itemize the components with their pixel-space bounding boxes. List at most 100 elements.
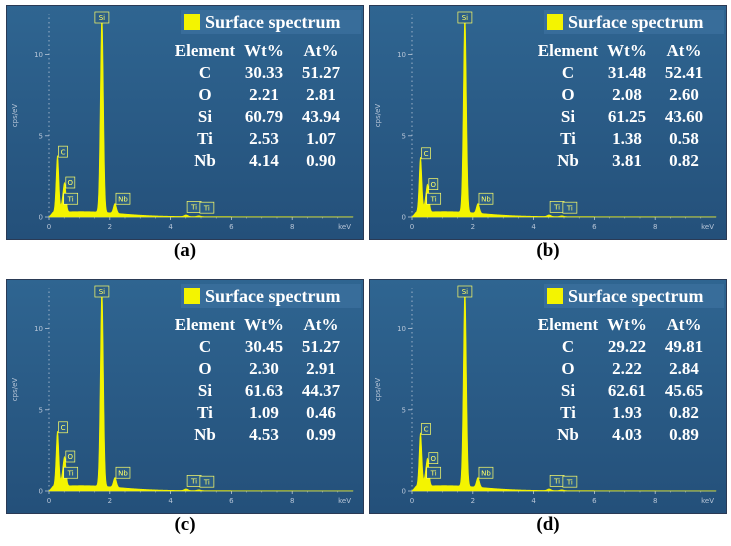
spectrum-series <box>48 288 354 492</box>
table-cell: Nb <box>557 425 579 444</box>
table-cell: C <box>199 337 211 356</box>
svg-text:O: O <box>431 181 437 189</box>
svg-text:Nb: Nb <box>481 469 491 477</box>
svg-text:Si: Si <box>462 14 468 22</box>
table-header-cell: Element <box>175 315 236 334</box>
svg-text:Ti: Ti <box>553 204 560 212</box>
peak-marker: Si <box>457 285 473 298</box>
panel-caption: (c) <box>174 514 196 535</box>
y-axis-label: cps/eV <box>11 104 19 128</box>
legend-label: Surface spectrum <box>568 12 703 32</box>
legend-swatch <box>184 288 200 304</box>
table-cell: O <box>198 85 211 104</box>
peak-marker: Ti <box>562 475 578 488</box>
table-header-cell: Element <box>538 315 599 334</box>
x-axis-label: keV <box>338 223 351 231</box>
table-cell: Ti <box>560 129 576 148</box>
x-tick-label: 8 <box>653 223 657 231</box>
eds-spectrum-panel: 0 2 4 6 8 keV 0 5 10 cps/eV C O Ti Si Nb Ti Ti Surface sp… <box>369 279 727 514</box>
y-tick-label: 5 <box>402 132 406 140</box>
table-cell: 0.89 <box>669 425 699 444</box>
x-axis-label: keV <box>338 497 351 505</box>
table-cell: 2.08 <box>612 85 642 104</box>
table-cell: 2.81 <box>306 85 336 104</box>
svg-text:Si: Si <box>99 288 105 296</box>
table-cell: 43.94 <box>302 107 341 126</box>
y-tick-label: 10 <box>397 51 406 59</box>
table-cell: 1.93 <box>612 403 642 422</box>
x-tick-label: 6 <box>229 497 234 505</box>
x-tick-label: 2 <box>471 223 475 231</box>
table-cell: 2.22 <box>612 359 642 378</box>
table-cell: Si <box>561 381 575 400</box>
composition-table: Element Wt% At% C 30.45 51.27 O 2.30 2.91 Si 61.63… <box>175 315 341 444</box>
legend-background <box>544 284 724 308</box>
table-cell: 0.90 <box>306 151 336 170</box>
svg-text:Nb: Nb <box>118 195 128 203</box>
eds-spectrum-panel: 0 2 4 6 8 keV 0 5 10 cps/eV C O Ti Si Nb Ti Ti Surface sp… <box>6 279 364 514</box>
table-header-cell: Element <box>175 41 236 60</box>
peak-marker: Ti <box>186 201 202 213</box>
table-cell: 49.81 <box>665 337 703 356</box>
table-header-cell: Wt% <box>244 315 284 334</box>
table-cell: 1.38 <box>612 129 642 148</box>
table-cell: 52.41 <box>665 63 703 82</box>
legend-swatch <box>547 288 563 304</box>
table-cell: Ti <box>197 129 213 148</box>
peak-marker: Nb <box>478 466 494 479</box>
x-tick-label: 0 <box>410 223 414 231</box>
table-cell: 43.60 <box>665 107 703 126</box>
table-header-cell: At% <box>304 315 339 334</box>
table-cell: Ti <box>197 403 213 422</box>
y-tick-label: 0 <box>402 488 406 496</box>
table-cell: C <box>562 63 574 82</box>
table-cell: 51.27 <box>302 63 341 82</box>
table-cell: 4.14 <box>249 151 279 170</box>
peak-marker: O <box>65 450 76 463</box>
x-tick-label: 0 <box>47 497 51 505</box>
table-cell: 3.81 <box>612 151 642 170</box>
legend-label: Surface spectrum <box>205 12 340 32</box>
y-tick-label: 0 <box>402 214 406 222</box>
x-tick-label: 6 <box>592 497 597 505</box>
table-cell: 61.25 <box>608 107 646 126</box>
y-tick-label: 5 <box>402 406 406 414</box>
svg-text:O: O <box>68 179 74 187</box>
table-cell: O <box>198 359 211 378</box>
table-cell: 2.91 <box>306 359 336 378</box>
x-tick-label: 4 <box>531 223 536 231</box>
peak-marker: Ti <box>63 192 79 205</box>
table-cell: 2.53 <box>249 129 279 148</box>
peak-marker: O <box>428 452 439 464</box>
x-tick-label: 4 <box>168 223 173 231</box>
svg-text:Ti: Ti <box>190 204 197 212</box>
table-cell: 2.84 <box>669 359 699 378</box>
legend-background <box>181 284 361 308</box>
table-cell: 62.61 <box>608 381 646 400</box>
y-axis-label: cps/eV <box>11 378 19 402</box>
peak-marker: Ti <box>426 192 442 205</box>
peak-marker: Ti <box>426 466 442 479</box>
peak-marker: O <box>428 178 439 190</box>
table-header-cell: Wt% <box>244 41 284 60</box>
x-tick-label: 6 <box>592 223 597 231</box>
table-cell: Nb <box>557 151 579 170</box>
svg-text:Nb: Nb <box>481 195 491 203</box>
y-tick-label: 5 <box>39 406 43 414</box>
legend-label: Surface spectrum <box>568 286 703 306</box>
table-cell: O <box>561 85 574 104</box>
peak-marker: Ti <box>549 201 565 213</box>
x-tick-label: 8 <box>653 497 657 505</box>
peak-marker: Ti <box>186 475 202 487</box>
spectrum-series <box>411 288 717 492</box>
spectrum-series <box>48 14 354 218</box>
spectrum-series <box>411 14 717 218</box>
legend: Surface spectrum <box>181 10 361 34</box>
peak-marker: Nb <box>478 192 494 205</box>
peak-marker: Nb <box>115 192 131 205</box>
peak-marker: C <box>421 147 431 160</box>
table-cell: C <box>562 337 574 356</box>
table-header-cell: Wt% <box>607 315 647 334</box>
y-axis-label: cps/eV <box>374 378 382 402</box>
